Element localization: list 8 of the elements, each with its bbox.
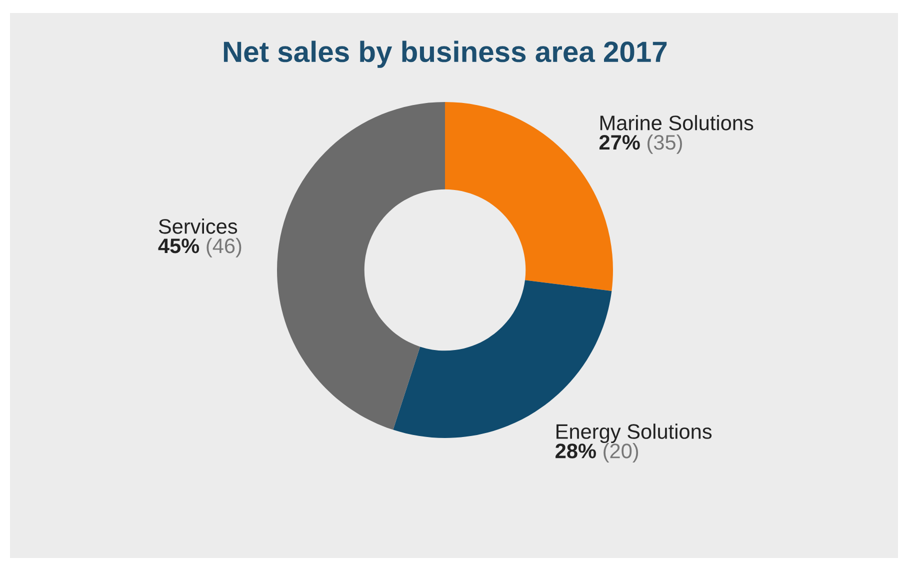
slice-label: Services bbox=[158, 218, 238, 234]
donut-slice bbox=[277, 102, 445, 430]
chart-title: Net sales by business area 2017 bbox=[224, 40, 667, 68]
data-label: 27% (35) bbox=[599, 134, 682, 154]
slice-label: Energy Solutions bbox=[556, 424, 712, 444]
data-label: 45% (46) bbox=[158, 238, 242, 258]
slice-label: Marine Solutions bbox=[600, 115, 754, 130]
data-label: 28% (20) bbox=[556, 443, 638, 462]
